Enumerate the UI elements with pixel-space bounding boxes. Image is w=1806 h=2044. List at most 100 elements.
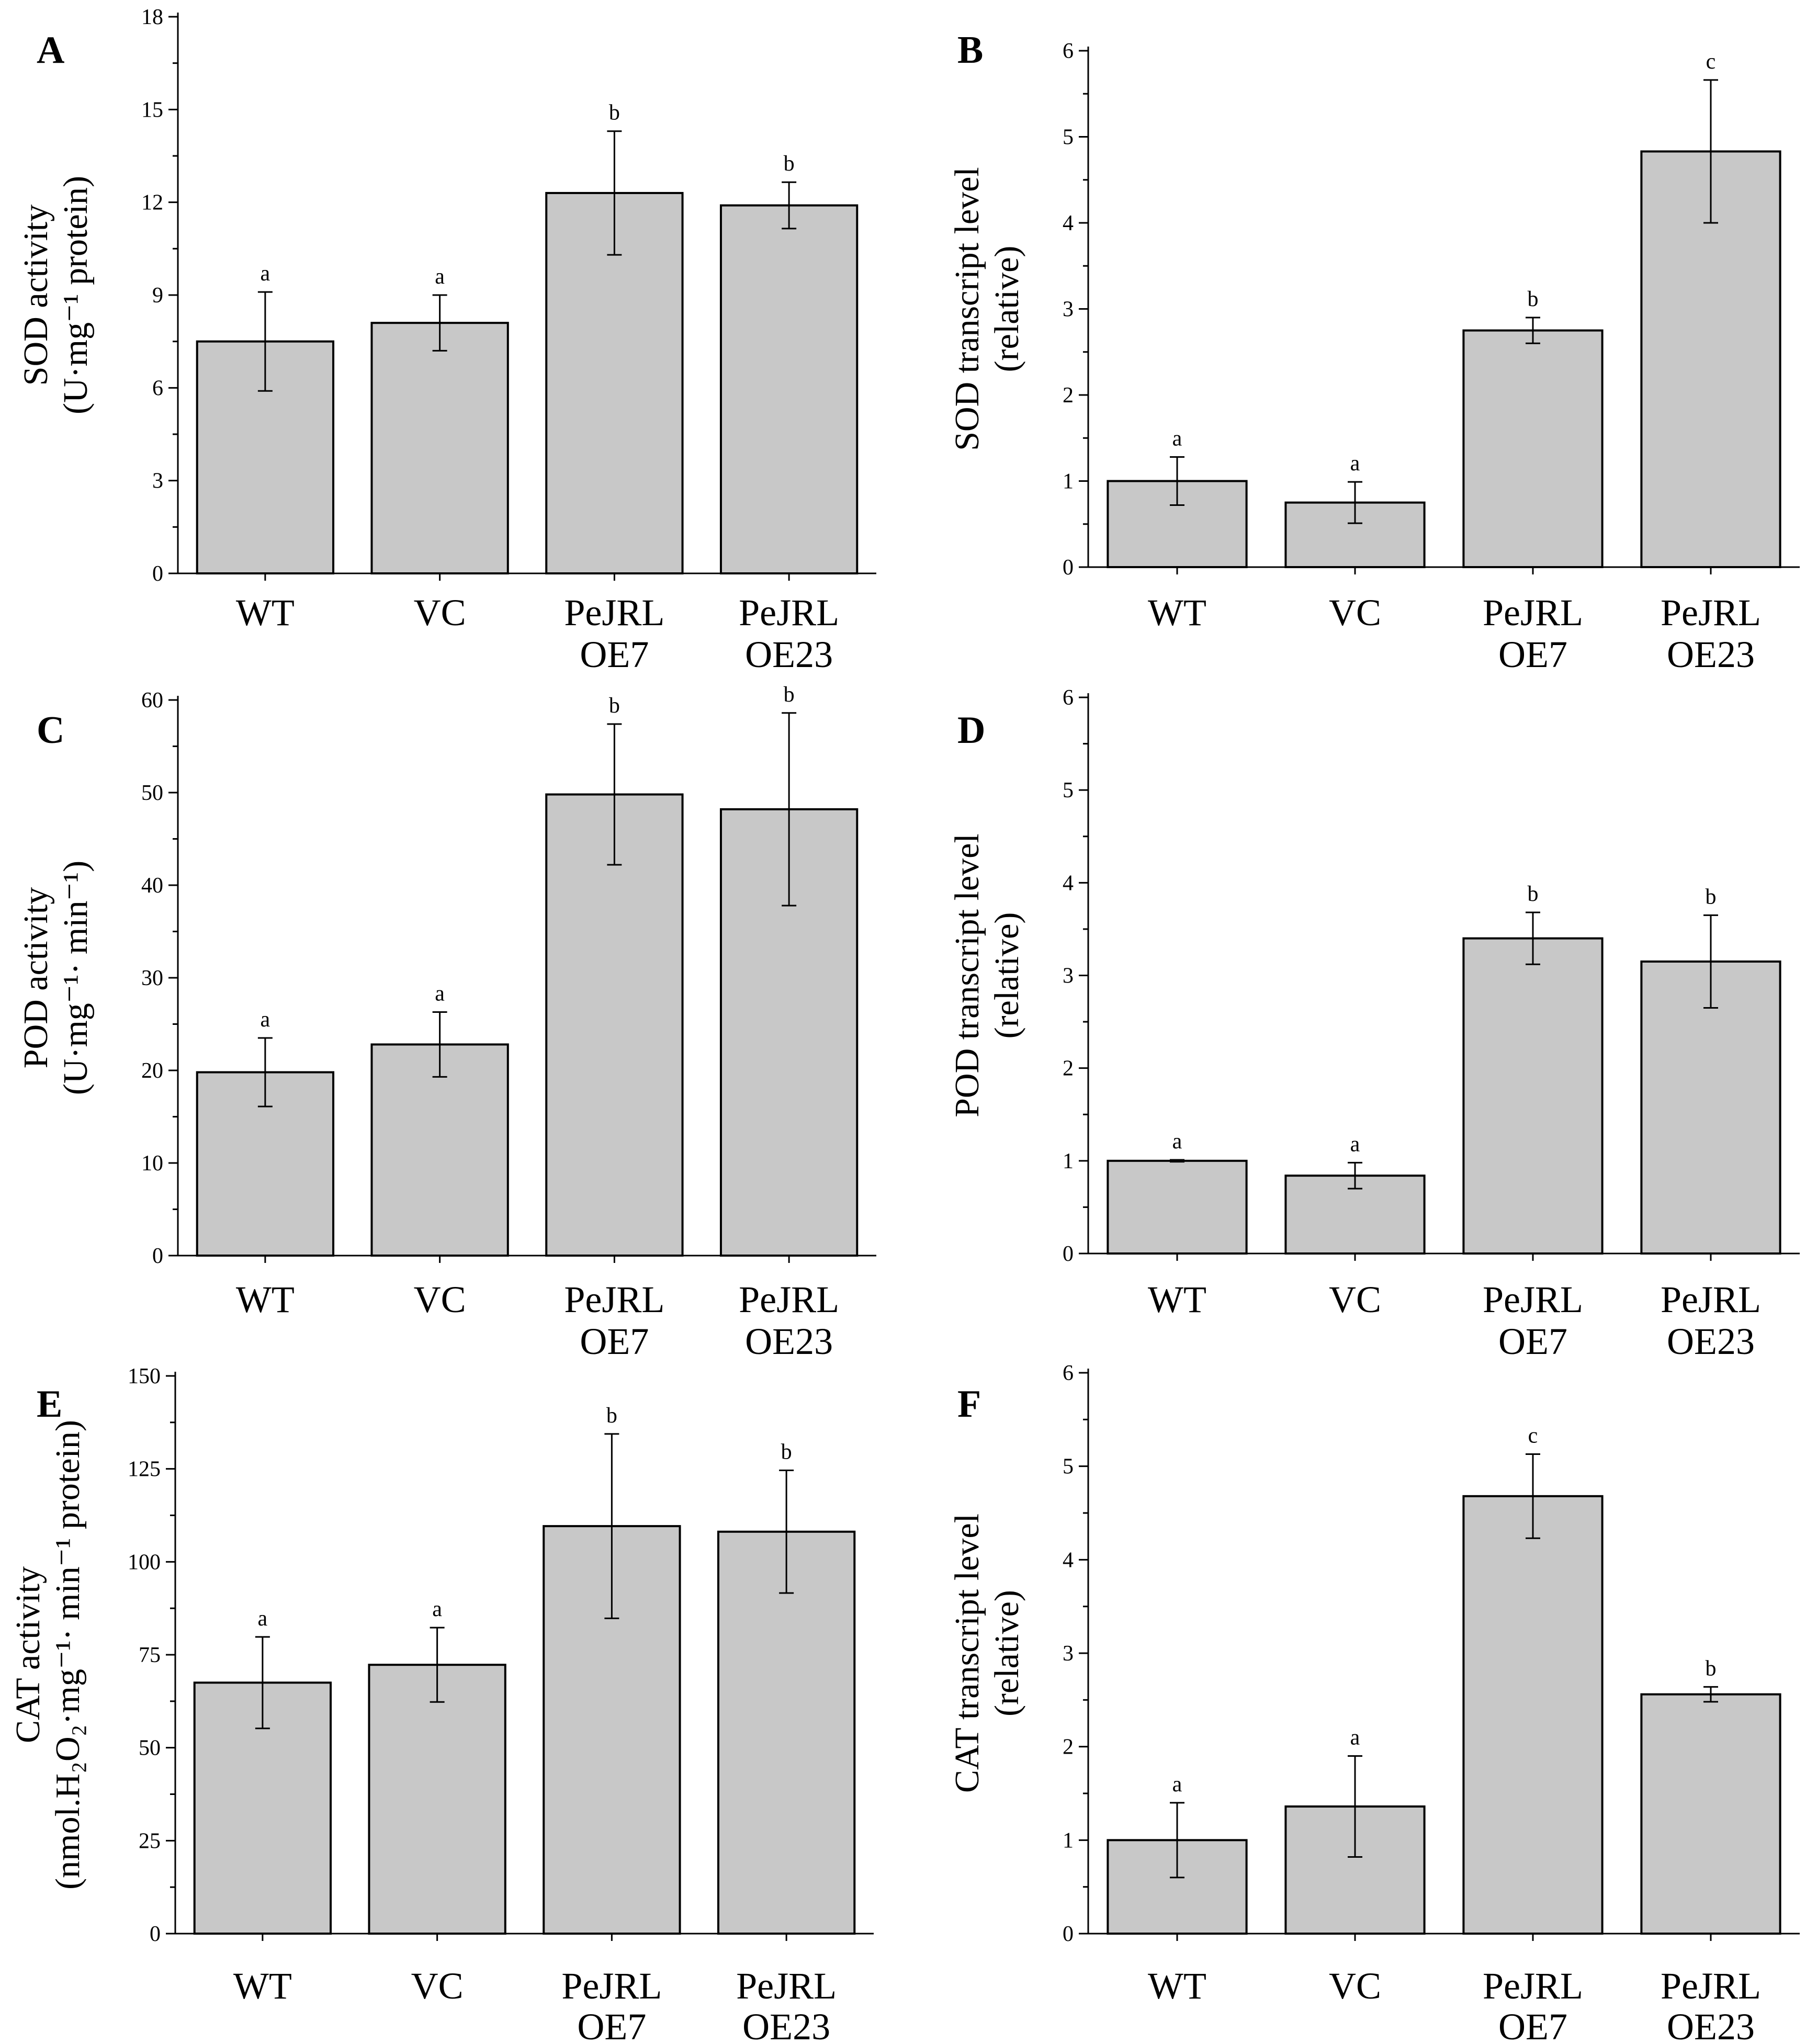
significance-letter: a xyxy=(435,265,445,289)
y-tick-label: 2 xyxy=(1063,1057,1074,1081)
y-tick-label: 18 xyxy=(141,5,163,29)
x-tick-label: PeJRL xyxy=(564,592,664,634)
significance-letter: a xyxy=(1172,1130,1182,1154)
y-tick-label: 1 xyxy=(1063,470,1074,494)
y-tick-label: 5 xyxy=(1063,1455,1074,1479)
significance-letter: b xyxy=(1528,287,1539,311)
bar xyxy=(1462,937,1604,1255)
y-tick-label: 15 xyxy=(141,98,163,122)
bar xyxy=(1107,1159,1248,1255)
y-tick-label: 6 xyxy=(1063,39,1074,63)
x-tick-label: VC xyxy=(411,1965,464,2007)
y-tick-label: 1 xyxy=(1063,1828,1074,1853)
y-tick-label: 9 xyxy=(152,284,163,308)
y-tick-label: 20 xyxy=(141,1059,163,1083)
bar xyxy=(717,1530,856,1935)
x-tick-label: OE23 xyxy=(1667,2006,1755,2044)
panel-letter: B xyxy=(957,29,983,72)
y-axis-label: (U·mg⁻¹· min⁻¹) xyxy=(57,861,95,1095)
y-tick-label: 3 xyxy=(152,469,163,493)
significance-letter: a xyxy=(261,1008,270,1032)
panel-e: E 0 25 50 75 100 125 150 CAT activity (nmol.H₂O₂·… xyxy=(9,1364,874,2044)
y-tick-label: 6 xyxy=(1063,686,1074,710)
significance-letter: b xyxy=(1706,1656,1717,1680)
significance-letter: b xyxy=(606,1404,617,1428)
y-tick-label: 2 xyxy=(1063,1735,1074,1759)
bar xyxy=(368,1664,506,1935)
significance-letter: c xyxy=(1706,50,1716,74)
significance-letter: b xyxy=(781,1440,792,1464)
significance-letter: c xyxy=(1528,1424,1538,1448)
panel-letter: A xyxy=(37,29,64,72)
panel-letter: F xyxy=(957,1383,981,1426)
x-tick-label: OE23 xyxy=(1667,1320,1755,1362)
significance-letter: a xyxy=(1172,1772,1182,1797)
y-axis-label: (nmol.H₂O₂·mg⁻¹· min⁻¹ protein) xyxy=(49,1420,87,1890)
x-tick-label: WT xyxy=(1148,1965,1206,2007)
y-axis-label: POD activity xyxy=(17,887,55,1068)
x-tick-label: PeJRL xyxy=(1483,1965,1583,2007)
x-tick-label: PeJRL xyxy=(1661,1279,1761,1320)
panel-c: C 0 10 20 30 40 50 60 POD activity (U·mg⁻¹· min⁻¹… xyxy=(17,683,876,1362)
significance-letter: b xyxy=(784,152,795,176)
x-tick-label: PeJRL xyxy=(739,1279,839,1320)
significance-letter: a xyxy=(261,262,270,286)
x-tick-label: OE23 xyxy=(745,1320,833,1362)
y-tick-label: 0 xyxy=(1063,556,1074,580)
x-tick-label: OE7 xyxy=(1498,2006,1567,2044)
x-tick-label: OE23 xyxy=(1667,634,1755,675)
y-axis-label: SOD activity xyxy=(17,205,55,386)
bar xyxy=(719,204,859,575)
y-tick-label: 75 xyxy=(139,1643,161,1667)
bar xyxy=(545,191,684,574)
x-tick-label: PeJRL xyxy=(1483,1279,1583,1320)
significance-letter: a xyxy=(432,1597,442,1621)
y-axis-label: (U·mg⁻¹ protein) xyxy=(57,176,95,414)
panel-b: B 0 1 2 3 4 5 6 SOD transcript level (relative) a W… xyxy=(948,29,1800,675)
y-axis-label: CAT transcript level xyxy=(948,1514,986,1793)
y-tick-label: 5 xyxy=(1063,126,1074,150)
significance-letter: a xyxy=(1350,1726,1360,1750)
significance-letter: a xyxy=(1350,1132,1360,1156)
y-tick-label: 6 xyxy=(1063,1361,1074,1385)
significance-letter: a xyxy=(258,1607,268,1631)
y-tick-label: 60 xyxy=(141,688,163,713)
y-tick-label: 25 xyxy=(139,1829,161,1853)
x-tick-label: WT xyxy=(236,1279,295,1320)
x-tick-label: VC xyxy=(414,592,466,634)
x-tick-label: WT xyxy=(1148,592,1206,634)
x-tick-label: WT xyxy=(233,1965,292,2007)
x-tick-label: VC xyxy=(414,1279,466,1320)
panel-a: A 0 3 6 9 12 15 18 SOD activity (U·mg⁻¹ protein) a… xyxy=(17,5,876,675)
significance-letter: b xyxy=(1706,885,1717,909)
y-tick-label: 100 xyxy=(128,1550,161,1574)
y-tick-label: 4 xyxy=(1063,1548,1074,1572)
y-tick-label: 2 xyxy=(1063,383,1074,408)
panel-letter: E xyxy=(37,1383,62,1426)
y-tick-label: 4 xyxy=(1063,871,1074,895)
y-tick-label: 150 xyxy=(128,1364,161,1388)
significance-letter: a xyxy=(1350,451,1360,476)
y-tick-label: 0 xyxy=(1063,1922,1074,1946)
x-tick-label: WT xyxy=(1148,1279,1206,1320)
panel-f: F 0 1 2 3 4 5 6 CAT transcript level (relative) a W… xyxy=(948,1361,1800,2044)
x-tick-label: PeJRL xyxy=(1483,592,1583,634)
x-tick-label: PeJRL xyxy=(736,1965,837,2007)
x-tick-label: OE7 xyxy=(1498,634,1567,675)
panel-letter: C xyxy=(37,709,64,752)
bar xyxy=(370,1043,509,1257)
x-tick-label: VC xyxy=(1329,1279,1381,1320)
x-tick-label: OE7 xyxy=(1498,1320,1567,1362)
y-tick-label: 6 xyxy=(152,376,163,400)
y-tick-label: 1 xyxy=(1063,1149,1074,1173)
y-tick-label: 40 xyxy=(141,874,163,898)
y-tick-label: 50 xyxy=(141,781,163,805)
bar xyxy=(1640,960,1781,1255)
x-tick-label: VC xyxy=(1329,592,1381,634)
panel-d: D 0 1 2 3 4 5 6 POD transcript level (relative) a W… xyxy=(948,686,1800,1362)
bar xyxy=(1462,329,1604,568)
y-tick-label: 3 xyxy=(1063,1642,1074,1666)
significance-letter: b xyxy=(1528,882,1539,906)
significance-letter: b xyxy=(609,694,620,718)
